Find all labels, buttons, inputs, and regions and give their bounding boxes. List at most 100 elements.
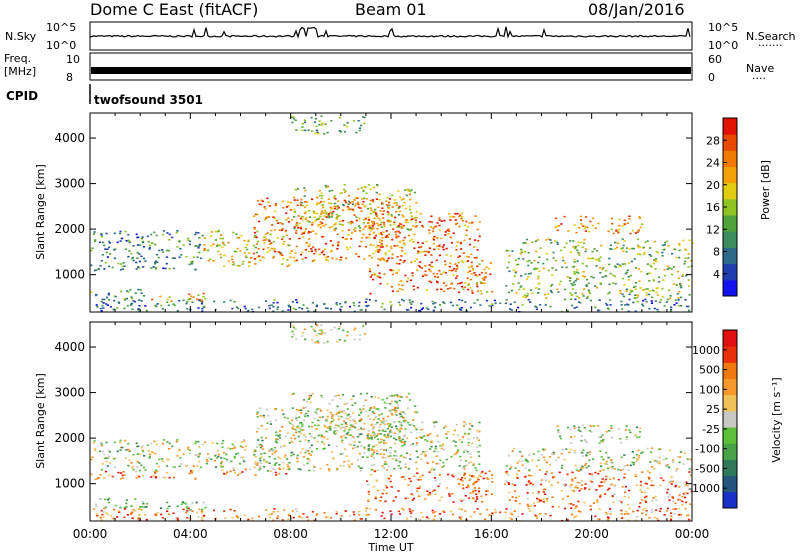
scatter-point [187, 237, 190, 240]
scatter-point [308, 446, 311, 449]
scatter-point [510, 466, 513, 468]
scatter-point [352, 395, 355, 397]
scatter-point [612, 477, 615, 480]
scatter-point [551, 453, 554, 455]
scatter-point [585, 441, 588, 443]
scatter-point [335, 445, 338, 447]
freq-unit: [MHz] [4, 65, 36, 78]
scatter-point [223, 254, 226, 257]
scatter-point [321, 236, 324, 238]
scatter-point [663, 305, 666, 307]
scatter-point [413, 217, 416, 219]
scatter-point [684, 298, 687, 301]
scatter-point [455, 268, 458, 270]
scatter-point [100, 260, 103, 262]
scatter-point [201, 310, 204, 312]
scatter-point [432, 511, 435, 514]
scatter-point [588, 473, 591, 475]
scatter-point [358, 433, 361, 436]
scatter-point [265, 238, 268, 240]
scatter-point [541, 454, 544, 456]
scatter-point [231, 447, 234, 450]
scatter-point [627, 262, 631, 264]
scatter-point [314, 250, 317, 253]
scatter-point [178, 256, 181, 259]
scatter-point [273, 299, 276, 301]
scatter-point [399, 416, 402, 418]
scatter-point [342, 465, 345, 467]
scatter-point [537, 459, 540, 462]
scatter-point [315, 448, 318, 450]
scatter-point [516, 515, 520, 518]
scatter-point [307, 439, 310, 442]
scatter-point [395, 211, 398, 213]
scatter-point [486, 299, 489, 302]
scatter-point [202, 305, 206, 308]
scatter-point [292, 117, 295, 120]
scatter-point [142, 295, 146, 297]
scatter-point [577, 301, 580, 303]
scatter-point [296, 456, 299, 459]
scatter-point [670, 306, 673, 308]
scatter-point [287, 304, 290, 307]
scatter-point [176, 246, 179, 248]
scatter-point [670, 273, 674, 276]
scatter-point [573, 452, 576, 454]
scatter-point [124, 457, 127, 459]
scatter-point [353, 420, 356, 422]
scatter-point [376, 274, 379, 277]
scatter-point [414, 219, 417, 221]
scatter-point [196, 256, 199, 258]
scatter-point [335, 413, 338, 416]
scatter-point [310, 444, 313, 447]
scatter-point [136, 466, 139, 468]
scatter-point [92, 508, 96, 510]
scatter-point [482, 282, 485, 285]
scatter-point [379, 259, 382, 262]
scatter-point [430, 261, 433, 264]
scatter-point [256, 462, 259, 464]
scatter-point [101, 513, 104, 516]
scatter-point [444, 425, 447, 428]
scatter-point [326, 438, 329, 440]
scatter-point [258, 203, 261, 206]
scatter-point [605, 511, 608, 514]
scatter-point [328, 226, 332, 229]
scatter-point [377, 469, 380, 472]
scatter-point [407, 190, 410, 192]
scatter-point [603, 493, 607, 495]
scatter-point [150, 233, 153, 236]
scatter-point [297, 227, 300, 229]
scatter-point [658, 301, 662, 304]
scatter-point [461, 220, 464, 222]
scatter-point [447, 473, 450, 476]
scatter-point [344, 436, 347, 439]
scatter-point [647, 293, 650, 296]
scatter-point [596, 499, 599, 502]
scatter-point [214, 230, 218, 233]
scatter-point [210, 231, 214, 233]
scatter-point [544, 448, 547, 451]
scatter-point [366, 456, 369, 458]
scatter-point [182, 508, 185, 511]
scatter-point [243, 514, 246, 517]
scatter-point [358, 217, 361, 220]
scatter-point [402, 411, 405, 413]
scatter-point [620, 300, 623, 303]
scatter-point [515, 292, 518, 294]
scatter-point [507, 482, 510, 484]
scatter-point [448, 495, 451, 497]
scatter-point [379, 223, 382, 226]
scatter-point [313, 216, 316, 218]
scatter-point [441, 443, 445, 445]
scatter-point [401, 445, 404, 447]
scatter-point [173, 257, 176, 259]
scatter-point [292, 208, 295, 211]
scatter-point [607, 518, 610, 521]
scatter-point [393, 409, 396, 411]
scatter-point [142, 502, 145, 505]
scatter-point [576, 295, 579, 298]
scatter-point [382, 422, 385, 425]
scatter-point [299, 226, 302, 228]
scatter-point [426, 462, 429, 465]
